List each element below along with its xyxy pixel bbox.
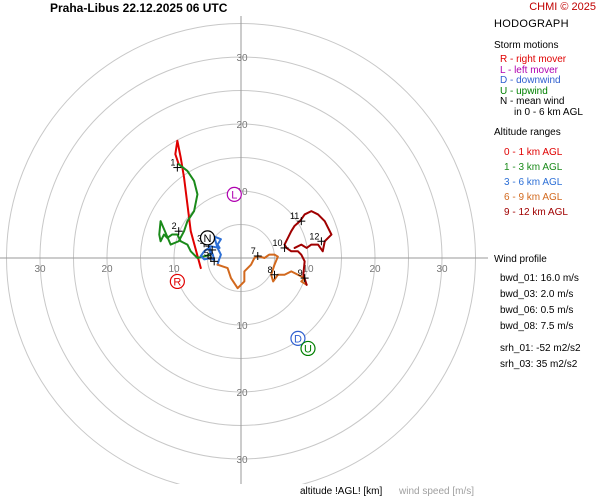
height-mark-label: 2 [172, 221, 177, 231]
storm-motion-label: L [231, 189, 237, 201]
storm-item-r: R - right mover [500, 54, 567, 65]
axis-tick-label: 20 [369, 264, 381, 275]
storm-motion-label: U [304, 343, 312, 355]
axis-tick-label: 30 [34, 264, 46, 275]
bwd-06: bwd_06: 0.5 m/s [500, 305, 574, 316]
height-mark-label: 1 [170, 158, 175, 168]
alt-item-0-1: 0 - 1 km AGL [504, 147, 563, 158]
storm-motion-label: N [204, 233, 212, 245]
storm-motion-marker [226, 186, 242, 202]
height-mark-label: 3 [197, 233, 202, 243]
axis-tick-label: 30 [236, 455, 248, 466]
storm-motion-marker [290, 330, 306, 346]
wind-profile-section: Wind profile bwd_01: 16.0 m/s bwd_03: 2.… [494, 254, 600, 373]
hodograph-segment-2 [199, 235, 222, 266]
panel-title: HODOGRAPH [494, 18, 569, 30]
storm-item-n-sub: in 0 - 6 km AGL [514, 106, 583, 118]
height-mark-label: 9 [298, 268, 303, 278]
wind-profile-title: Wind profile [494, 254, 547, 265]
height-mark-label: 5 [204, 248, 209, 258]
storm-motion-label: D [294, 333, 302, 345]
storm-item-n: N - mean wind in 0 - 6 km AGL [494, 96, 600, 118]
height-mark-label: 7 [251, 246, 256, 256]
alt-item-3-6: 3 - 6 km AGL [504, 177, 563, 188]
wind-speed-label: wind speed [m/s] [399, 486, 475, 497]
height-mark-label: 12 [309, 231, 319, 241]
header: Praha-Libus 22.12.2025 06 UTC CHMI © 202… [0, 0, 600, 16]
axis-tick-label: 20 [236, 388, 248, 399]
axis-tick-label: 20 [101, 264, 113, 275]
axis-tick-label: 10 [302, 264, 314, 275]
axis-tick-label: 10 [236, 187, 248, 198]
altitude-axis-label: altitude !AGL! [km] [300, 486, 383, 497]
hodograph-segment-0 [174, 139, 202, 270]
alt-item-1-3: 1 - 3 km AGL [504, 162, 563, 173]
storm-motion-label: R [173, 276, 181, 288]
altitude-title: Altitude ranges [494, 127, 561, 138]
axis-tick-label: 30 [236, 53, 248, 64]
srh-01: srh_01: -52 m2/s2 [500, 343, 581, 354]
copyright: CHMI © 2025 [529, 1, 596, 13]
height-mark-label: 10 [273, 238, 283, 248]
axis-tick-label: 10 [236, 321, 248, 332]
axis-tick-label: 10 [168, 264, 180, 275]
altitude-section: Altitude ranges 0 - 1 km AGL 1 - 3 km AG… [494, 127, 600, 220]
hodograph-segment-3 [216, 253, 308, 290]
axis-tick-label: 30 [436, 264, 448, 275]
srh-03: srh_03: 35 m2/s2 [500, 359, 578, 370]
storm-motions-title: Storm motions [494, 40, 559, 51]
bwd-08: bwd_08: 7.5 m/s [500, 321, 574, 332]
bwd-01: bwd_01: 16.0 m/s [500, 273, 579, 284]
storm-item-l: L - left mover [500, 64, 558, 76]
grid-group: 10 10 10 10 20 20 20 20 30 30 30 30 [0, 16, 488, 484]
hodograph-segment-4 [283, 210, 333, 286]
height-mark-label: 11 [290, 211, 299, 221]
storm-motion-marker [169, 273, 185, 290]
legend-panel: HODOGRAPH Storm motions R - right mover … [494, 18, 600, 373]
hodograph-segment-1 [158, 163, 212, 259]
alt-item-6-9: 6 - 9 km AGL [504, 192, 563, 203]
axis-tick-label: 20 [236, 120, 248, 131]
storm-item-d: D - downwind [500, 75, 561, 86]
height-mark-label: 8 [267, 265, 272, 275]
storm-motion-marker [199, 230, 216, 246]
storm-motion-marker [300, 340, 316, 357]
bwd-03: bwd_03: 2.0 m/s [500, 289, 574, 300]
storm-motions-section: Storm motions R - right mover L - left m… [494, 40, 600, 118]
station-title: Praha-Libus 22.12.2025 06 UTC [50, 1, 228, 15]
alt-item-9-12: 9 - 12 km AGL [504, 207, 568, 218]
height-mark-label: 6 [207, 251, 212, 261]
storm-item-u: U - upwind [500, 85, 548, 97]
